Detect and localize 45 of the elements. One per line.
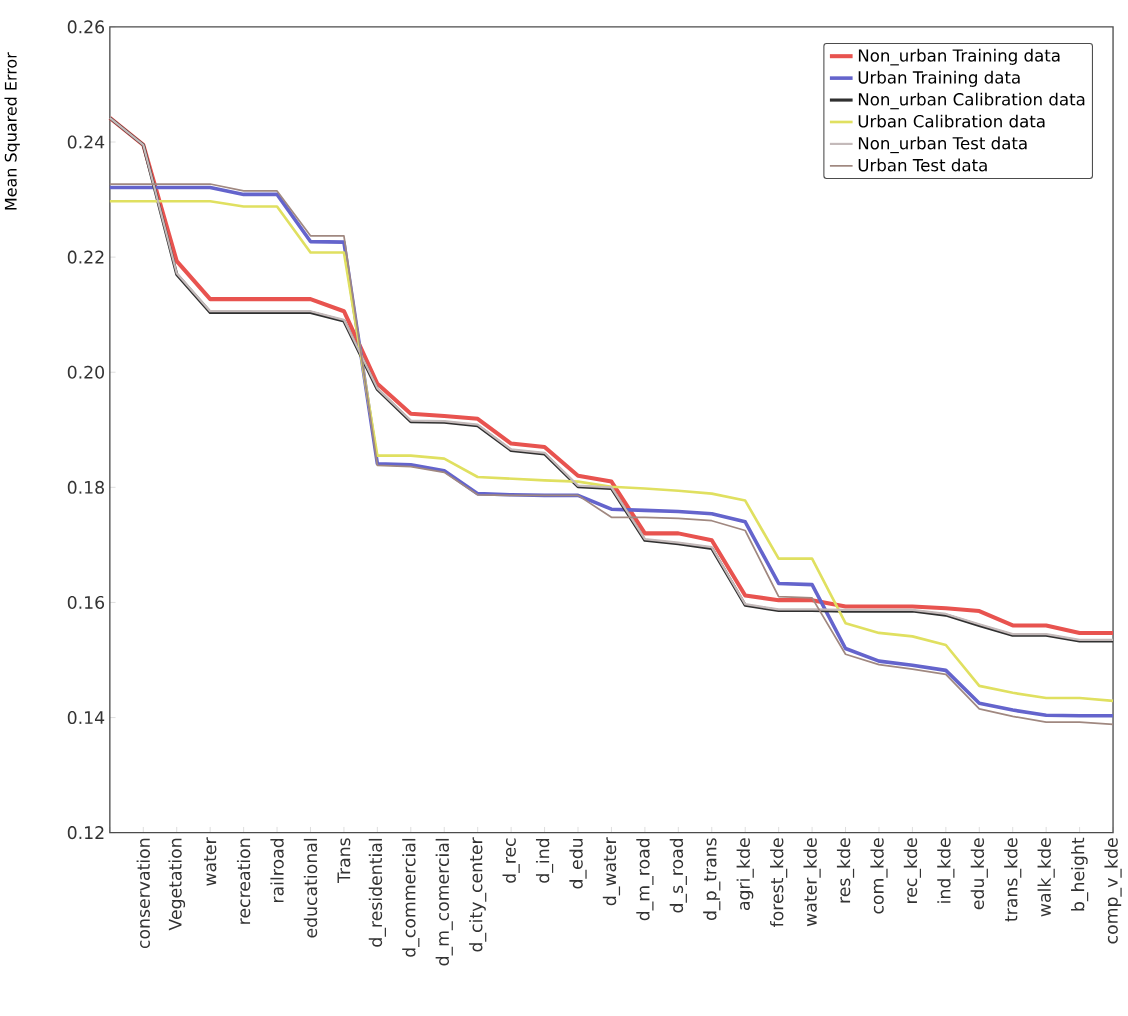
- y-tick-label: 0.14: [67, 710, 105, 725]
- y-tick-label: 0.12: [67, 826, 104, 840]
- x-tick-label: forest_kde: [770, 838, 788, 927]
- legend-label: Non_urban Calibration data: [858, 92, 1085, 110]
- x-tick-label: d_city_center: [469, 837, 487, 952]
- x-tick-label: agri_kde: [736, 838, 754, 910]
- y-tick-label: 0.26: [67, 20, 105, 34]
- x-tick-label: water_kde: [803, 838, 821, 927]
- x-tick-label: railroad: [270, 838, 284, 902]
- y-tick-label: 0.24: [67, 135, 105, 149]
- legend-label: Non_urban Test data: [858, 136, 1027, 154]
- x-tick-label: conservation: [136, 838, 150, 949]
- x-tick-label: trans_kde: [1004, 838, 1022, 922]
- x-tick-label: water: [203, 837, 217, 886]
- x-tick-label: edu_kde: [970, 838, 988, 910]
- x-tick-label: rec_kde: [903, 838, 922, 903]
- x-tick-label: d_m_road: [636, 838, 654, 921]
- y-tick-label: 0.20: [67, 365, 104, 379]
- x-tick-label: recreation: [236, 838, 251, 924]
- x-tick-label: d_residential: [368, 838, 386, 947]
- x-tick-label: b_height: [1071, 837, 1089, 911]
- x-tick-label: com_kde: [870, 838, 888, 914]
- x-tick-label: ind_kde: [937, 838, 955, 903]
- x-tick-label: d_edu: [569, 838, 587, 889]
- x-tick-label: d_s_road: [669, 838, 687, 913]
- x-tick-label: d_rec: [502, 838, 520, 883]
- x-tick-label: d_p_trans: [703, 838, 721, 920]
- x-tick-label: d_commercial: [402, 838, 420, 957]
- x-tick-label: Vegetation: [168, 838, 186, 931]
- y-tick-label: 0.22: [67, 250, 104, 264]
- x-tick-label: res_kde: [836, 838, 855, 903]
- y-axis-title: Mean Squared Error: [4, 52, 20, 210]
- x-tick-label: Trans: [337, 838, 351, 884]
- x-tick-label: d_water: [602, 837, 621, 906]
- x-tick-label: d_m_comercial: [435, 838, 453, 966]
- y-tick-label: 0.18: [67, 480, 104, 494]
- x-tick-label: educational: [303, 838, 318, 938]
- x-tick-label: walk_kde: [1037, 838, 1055, 917]
- legend-label: Non_urban Training data: [858, 48, 1060, 66]
- y-tick-label: 0.16: [67, 595, 105, 609]
- legend-label: Urban Calibration data: [858, 114, 1045, 128]
- legend-label: Urban Test data: [858, 158, 987, 172]
- x-tick-label: d_ind: [535, 838, 554, 883]
- x-tick-label: comp_v_kde: [1104, 838, 1122, 944]
- legend-label: Urban Training data: [858, 70, 1020, 87]
